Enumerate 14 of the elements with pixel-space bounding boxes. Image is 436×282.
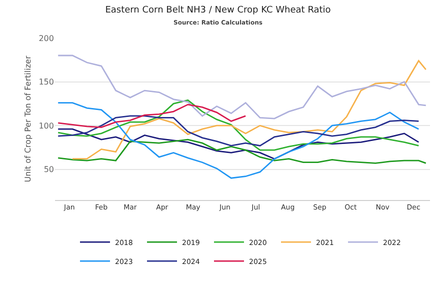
y-tick-label: 50: [44, 165, 54, 174]
line-series: [72, 60, 427, 160]
y-axis-title: Unit of Crop Per Ton of Fertilizer: [23, 55, 32, 182]
line-series: [57, 54, 427, 120]
line-series: [57, 102, 420, 179]
y-tick-label: 100: [38, 121, 54, 130]
line-series: [57, 99, 420, 151]
chart-title: Eastern Corn Belt NH3 / New Crop KC Wheat Ratio: [105, 6, 332, 16]
y-tick-label: 200: [38, 34, 54, 43]
line-series: [57, 128, 420, 160]
line-series: [57, 115, 420, 146]
y-tick-label: 150: [38, 78, 54, 87]
line-series: [57, 104, 246, 128]
line-series: [57, 138, 427, 164]
